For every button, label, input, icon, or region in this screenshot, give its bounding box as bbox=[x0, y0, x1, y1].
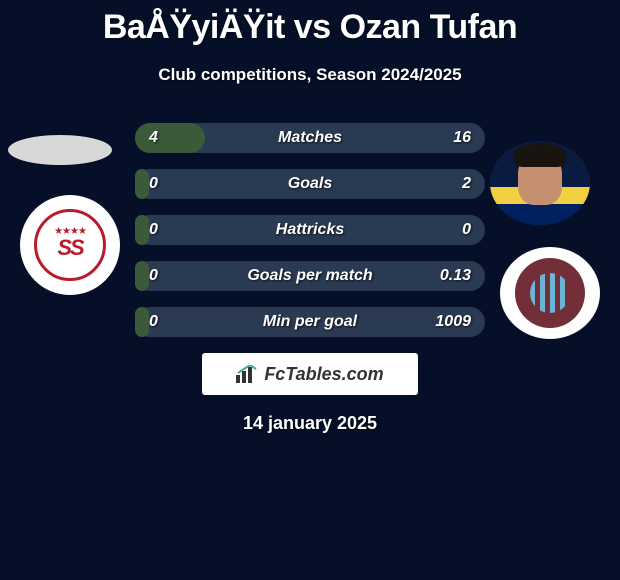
brand-logo: FcTables.com bbox=[202, 353, 418, 395]
stat-right-value: 0 bbox=[462, 221, 471, 239]
stat-left-value: 0 bbox=[149, 221, 158, 239]
stat-label: Goals per match bbox=[247, 267, 372, 285]
comparison-content: ★★★★ SS 4 16 Matches 0 2 Goals 0 0 Hattricks 0 0.1… bbox=[0, 123, 620, 434]
stat-row: 0 2 Goals bbox=[135, 169, 485, 199]
stat-row: 0 0.13 Goals per match bbox=[135, 261, 485, 291]
bar-fill bbox=[135, 123, 205, 153]
stat-row: 0 1009 Min per goal bbox=[135, 307, 485, 337]
stat-label: Min per goal bbox=[263, 313, 357, 331]
stat-left-value: 0 bbox=[149, 267, 158, 285]
trabzonspor-badge bbox=[515, 258, 585, 328]
badge-stripes-icon bbox=[530, 273, 570, 313]
stat-right-value: 1009 bbox=[435, 313, 471, 331]
stat-right-value: 2 bbox=[462, 175, 471, 193]
bar-fill bbox=[135, 215, 149, 245]
stat-left-value: 0 bbox=[149, 313, 158, 331]
chart-icon bbox=[236, 365, 258, 383]
club-right-logo bbox=[500, 247, 600, 339]
stat-row: 0 0 Hattricks bbox=[135, 215, 485, 245]
stat-left-value: 4 bbox=[149, 129, 158, 147]
stat-right-value: 16 bbox=[453, 129, 471, 147]
stat-label: Hattricks bbox=[276, 221, 344, 239]
club-left-logo: ★★★★ SS bbox=[20, 195, 120, 295]
stat-row: 4 16 Matches bbox=[135, 123, 485, 153]
footer-date: 14 january 2025 bbox=[0, 413, 620, 434]
page-title: BaÅŸyiÄŸit vs Ozan Tufan bbox=[0, 0, 620, 47]
brand-text: FcTables.com bbox=[264, 364, 383, 385]
stat-label: Goals bbox=[288, 175, 332, 193]
stat-right-value: 0.13 bbox=[440, 267, 471, 285]
bar-fill bbox=[135, 169, 149, 199]
stat-label: Matches bbox=[278, 129, 342, 147]
bar-fill bbox=[135, 261, 149, 291]
player-left-avatar bbox=[8, 135, 112, 165]
stat-left-value: 0 bbox=[149, 175, 158, 193]
player-right-avatar bbox=[490, 141, 590, 225]
page-subtitle: Club competitions, Season 2024/2025 bbox=[0, 65, 620, 85]
avatar-hair bbox=[514, 143, 566, 167]
stats-bars: 4 16 Matches 0 2 Goals 0 0 Hattricks 0 0.13 Goals p… bbox=[135, 123, 485, 337]
badge-text: SS bbox=[57, 235, 82, 261]
sivasspor-badge: ★★★★ SS bbox=[34, 209, 106, 281]
bar-fill bbox=[135, 307, 149, 337]
